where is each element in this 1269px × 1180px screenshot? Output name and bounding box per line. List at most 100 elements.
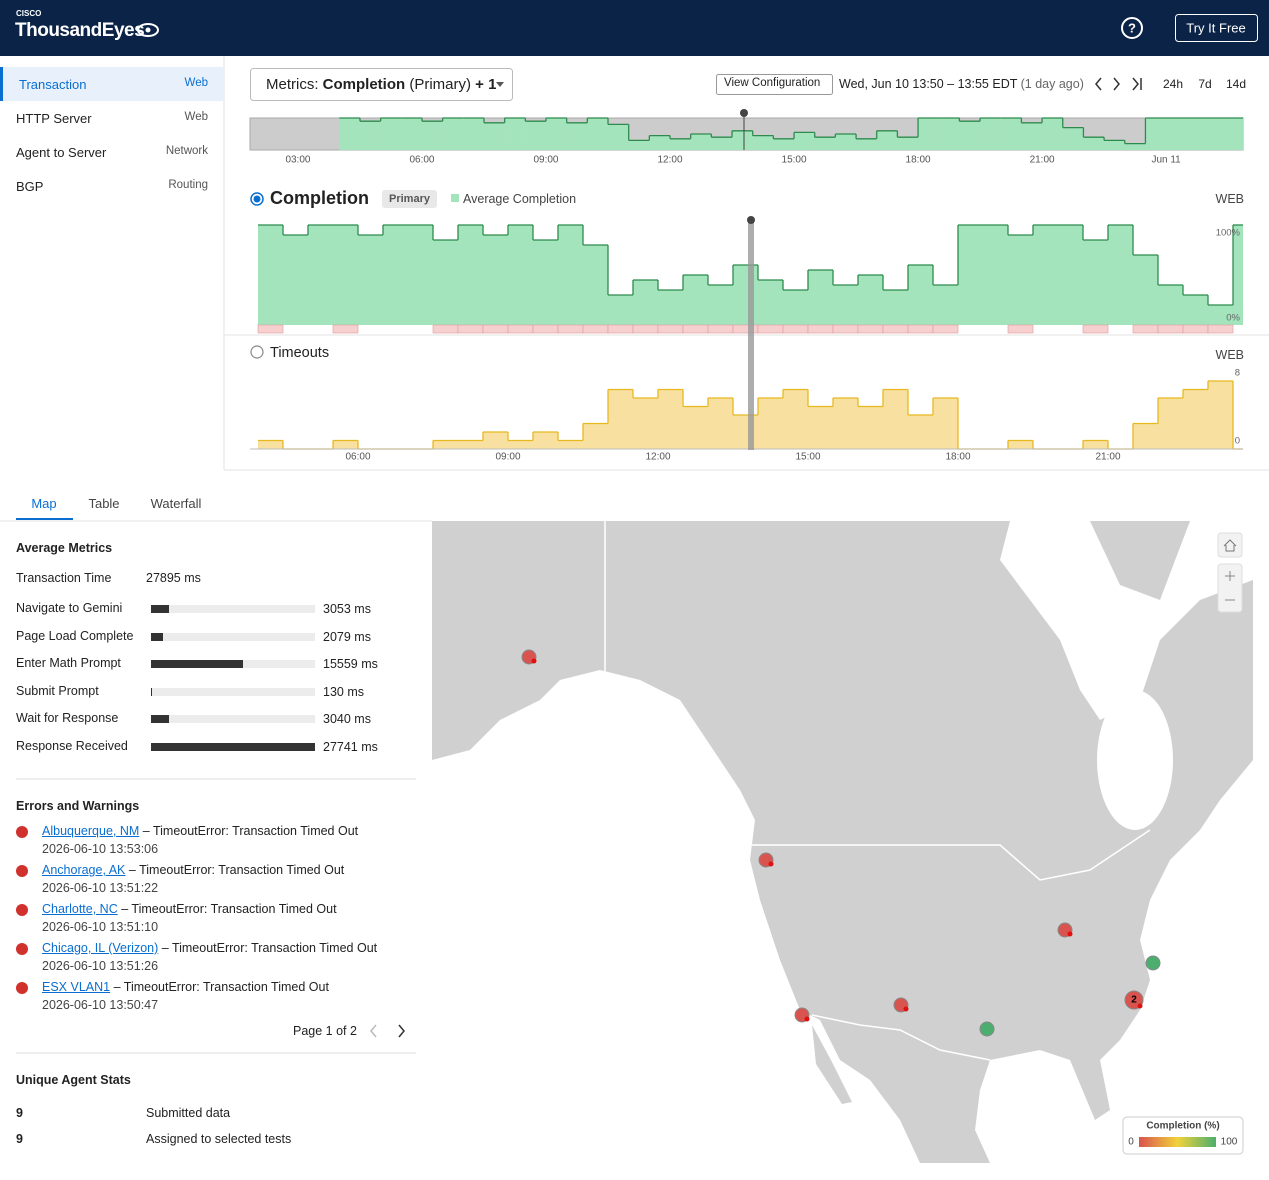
map-border [752, 829, 1151, 881]
next-page[interactable] [398, 1024, 405, 1038]
area-step [1124, 143, 1146, 150]
error-strip [857, 324, 884, 334]
error-strip [607, 324, 634, 334]
area-step [421, 121, 443, 150]
step-value: 2079 ms [323, 629, 371, 644]
error-time: 2026-06-10 13:51:26 [42, 959, 159, 973]
metric-select[interactable]: Metrics: Completion (Primary) + 1 [266, 76, 496, 93]
sidebar-item[interactable]: Agent to Server Network [0, 135, 224, 169]
step-value: 3053 ms [323, 602, 371, 616]
error-dot [1137, 1003, 1143, 1009]
radio[interactable] [250, 345, 264, 359]
x-tick-label: 03:00 [285, 155, 310, 166]
help-label: ? [1128, 20, 1136, 35]
area-step [938, 118, 960, 150]
metric-name: Transaction Time [16, 571, 112, 585]
area-step [508, 225, 533, 325]
area-step [339, 118, 360, 150]
error-message: – TimeoutError: Transaction Timed Out [121, 902, 337, 916]
area-step [308, 225, 333, 325]
legend-min: 0 [1128, 1137, 1134, 1148]
area-step [933, 285, 958, 325]
logo-eye [137, 23, 159, 37]
area-step [1008, 235, 1033, 325]
step-value: 27741 ms [323, 739, 378, 754]
area-step [1083, 137, 1105, 150]
error-strip [257, 324, 284, 334]
help-icon[interactable] [1121, 17, 1143, 39]
cta[interactable]: Try It Free [1186, 20, 1245, 35]
error-strip [732, 324, 759, 334]
range-option[interactable]: 7d [1198, 77, 1212, 91]
sidebar-item[interactable]: Transaction Web [0, 67, 224, 101]
legend-max: 100 [1221, 1137, 1238, 1148]
tab[interactable]: Table [88, 496, 120, 511]
brand-top: CISCO [16, 9, 41, 18]
area-step [566, 122, 588, 150]
area-step [545, 118, 567, 150]
area-step [1133, 255, 1158, 325]
agent-link[interactable]: Chicago, IL (Verizon) [42, 941, 159, 955]
x-tick-label: 09:00 [495, 452, 520, 463]
area-step [463, 118, 484, 150]
step-value: 3040 ms [323, 712, 371, 726]
y-tick-label: 100% [1216, 228, 1241, 239]
legend-label: Average Completion [463, 192, 577, 206]
range-option[interactable]: 24h [1162, 77, 1184, 91]
nav-arrows[interactable] [1095, 77, 1142, 91]
selection-cursor[interactable] [748, 222, 754, 450]
sidebar-label: BGP [16, 179, 44, 194]
error-dot [16, 904, 28, 916]
error-line: Anchorage, AK – TimeoutError: Transactio… [42, 863, 344, 877]
sidebar-item[interactable]: HTTP Server Web [0, 101, 224, 135]
area-step [708, 398, 733, 449]
range-option[interactable]: 14d [1225, 77, 1247, 91]
agent-link[interactable]: Anchorage, AK [42, 863, 126, 877]
home-button[interactable] [1217, 532, 1243, 558]
area-step [814, 137, 836, 150]
prev-page[interactable] [370, 1024, 377, 1038]
map-land [432, 521, 1253, 1163]
zoom-buttons[interactable] [1217, 563, 1243, 613]
error-strip [432, 324, 459, 334]
metric-dropdown[interactable] [250, 68, 513, 101]
agent-link[interactable]: ESX VLAN1 [42, 980, 111, 994]
area-step [1000, 118, 1022, 150]
completion-chart: 0% 100% [257, 224, 1243, 334]
map-bay [1097, 690, 1173, 830]
x-tick-label: 06:00 [345, 452, 370, 463]
area-step [683, 275, 708, 325]
source: WEB [1215, 192, 1244, 206]
agent-link[interactable]: Charlotte, NC [42, 902, 118, 916]
error-strip [507, 324, 534, 334]
area-step [608, 389, 633, 449]
map-land [1090, 521, 1190, 600]
error-strip [1132, 324, 1159, 334]
date: Wed, Jun 10 13:50 – 13:55 EDT [839, 77, 1018, 91]
sidebar-item[interactable]: BGP Routing [0, 169, 224, 203]
tab[interactable]: Map [31, 496, 57, 511]
agent-count: 9 [16, 1132, 23, 1146]
area-step [633, 398, 658, 449]
metric-prefix: Metrics: [266, 76, 319, 93]
area-step [758, 398, 783, 449]
overview-pin-head [740, 109, 748, 117]
error-strip [782, 324, 809, 334]
cursor-pin [747, 216, 755, 224]
agent-link[interactable]: Albuquerque, NM [42, 824, 140, 838]
view-config-button[interactable] [716, 74, 833, 95]
tab[interactable]: Waterfall [150, 496, 202, 511]
error-strip [657, 324, 684, 334]
area-step [359, 121, 381, 150]
area-step [1021, 122, 1043, 150]
cta-border [1175, 14, 1258, 42]
view-config[interactable]: View Configuration [724, 77, 821, 89]
error-strip [832, 324, 859, 334]
agent-marker[interactable] [1145, 955, 1161, 971]
area-step [525, 121, 546, 150]
error-strip [582, 324, 609, 334]
step-name: Page Load Complete [16, 628, 134, 643]
agent-marker[interactable] [979, 1021, 995, 1037]
area-step [558, 440, 583, 449]
